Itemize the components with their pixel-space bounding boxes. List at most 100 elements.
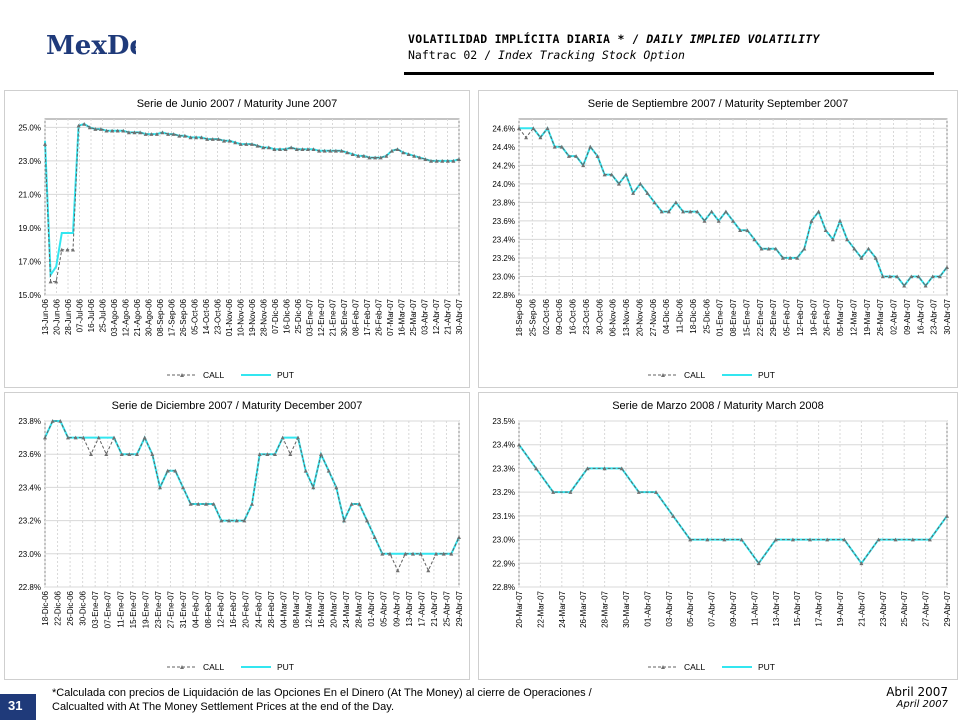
call-point: [631, 191, 636, 195]
call-point: [345, 150, 350, 155]
x-tick-label: 20-Mar-07: [330, 590, 339, 627]
call-point: [602, 466, 607, 471]
x-tick-label: 21-Ago-06: [133, 298, 142, 336]
call-point: [160, 130, 165, 135]
call-point: [378, 155, 383, 160]
x-tick-label: 28-Feb-07: [267, 590, 276, 627]
x-tick-label: 05-Abr-07: [380, 590, 389, 626]
call-point: [199, 135, 204, 140]
call-point: [227, 138, 232, 143]
call-point: [333, 148, 338, 153]
call-point: [305, 147, 310, 151]
call-point: [636, 490, 641, 494]
series-call: [518, 444, 948, 565]
call-point: [317, 148, 322, 153]
call-point: [451, 158, 456, 163]
call-point: [227, 518, 231, 523]
footnote-line-1: *Calculada con precios de Liquidación de…: [52, 687, 592, 699]
y-tick-label: 22.8%: [18, 583, 41, 592]
call-point: [417, 155, 422, 160]
x-tick-label: 25-Mar-07: [409, 298, 418, 335]
call-point: [73, 435, 78, 440]
header-title: VOLATILIDAD IMPLÍCITA DIARIA * / DAILY I…: [408, 32, 928, 46]
legend-put-label: PUT: [277, 370, 294, 380]
call-point: [930, 274, 935, 279]
y-tick-label: 23.4%: [492, 441, 515, 450]
x-tick-label: 25-Abr-07: [900, 590, 909, 626]
call-point: [695, 209, 700, 214]
call-point: [219, 518, 224, 523]
header-subtitle-en: Index Tracking Stock Option: [498, 48, 685, 62]
x-tick-label: 12-Abr-07: [432, 298, 441, 334]
call-point: [652, 200, 657, 205]
call-point: [350, 152, 355, 156]
x-tick-label: 05-Abr-07: [686, 590, 695, 626]
call-point: [71, 247, 75, 252]
y-tick-label: 25.0%: [18, 123, 41, 132]
x-tick-label: 05-Feb-07: [783, 298, 792, 335]
x-tick-label: 12-Mar-07: [304, 590, 313, 627]
x-tick-label: 27-Ene-07: [166, 590, 175, 628]
call-point: [384, 153, 389, 158]
x-tick-label: 12-Ene-07: [317, 298, 326, 336]
y-tick-label: 24.0%: [492, 180, 515, 189]
x-tick-label: 23-Abr-07: [930, 298, 939, 334]
x-tick-label: 26-Feb-07: [375, 298, 384, 335]
x-tick-label: 09-Abr-07: [729, 590, 738, 626]
call-point: [48, 279, 53, 284]
call-point: [780, 255, 785, 260]
chart-june-2007: Serie de Junio 2007 / Maturity June 2007…: [18, 98, 464, 380]
x-tick-label: 03-Ene-07: [91, 590, 100, 628]
call-point: [654, 490, 658, 494]
call-point: [434, 551, 438, 556]
x-tick-label: 21-Abr-07: [857, 590, 866, 626]
call-point: [303, 468, 308, 473]
call-point: [142, 435, 147, 440]
x-tick-label: 13-Abr-07: [405, 590, 414, 626]
call-point: [545, 126, 550, 131]
y-tick-label: 17.0%: [18, 257, 41, 266]
call-point: [909, 274, 914, 279]
call-point: [296, 435, 300, 440]
x-tick-label: 05-Mar-07: [836, 298, 845, 335]
call-point: [876, 537, 881, 542]
call-point: [244, 142, 249, 146]
call-point: [893, 537, 898, 542]
call-point: [945, 513, 949, 518]
x-tick-label: 03-Ago-06: [110, 298, 119, 336]
call-point: [165, 468, 170, 473]
call-point: [154, 132, 159, 136]
y-tick-label: 23.0%: [492, 536, 515, 545]
y-tick-label: 22.9%: [492, 559, 515, 568]
call-point: [326, 468, 331, 473]
x-tick-label: 02-Oct-06: [542, 298, 551, 334]
call-point: [426, 568, 431, 573]
x-tick-label: 28-Mar-07: [355, 590, 364, 627]
y-tick-label: 23.4%: [18, 483, 41, 492]
call-point: [403, 551, 408, 556]
call-point: [538, 135, 543, 140]
y-tick-label: 23.3%: [492, 464, 515, 473]
x-tick-label: 23-Oct-06: [582, 298, 591, 334]
y-tick-label: 23.4%: [492, 235, 515, 244]
call-point: [759, 246, 764, 251]
call-point: [135, 452, 139, 456]
call-point: [395, 147, 400, 151]
x-tick-label: 11-Abr-07: [750, 590, 759, 626]
call-point: [87, 125, 92, 130]
call-point: [709, 209, 714, 214]
call-point: [388, 551, 392, 556]
call-point: [441, 551, 446, 556]
chart-march-2008: Serie de Marzo 2008 / Maturity March 200…: [492, 400, 952, 672]
call-point: [127, 452, 132, 456]
call-point: [361, 153, 366, 158]
x-tick-label: 11-Ene-07: [116, 590, 125, 627]
call-point: [895, 274, 900, 279]
legend-call-label: CALL: [684, 662, 706, 672]
call-point: [43, 435, 47, 440]
legend-call-marker: [661, 373, 665, 377]
call-point: [795, 255, 800, 260]
x-tick-label: 20-Jun-06: [53, 298, 62, 335]
call-point: [278, 147, 282, 151]
call-point: [873, 255, 878, 260]
